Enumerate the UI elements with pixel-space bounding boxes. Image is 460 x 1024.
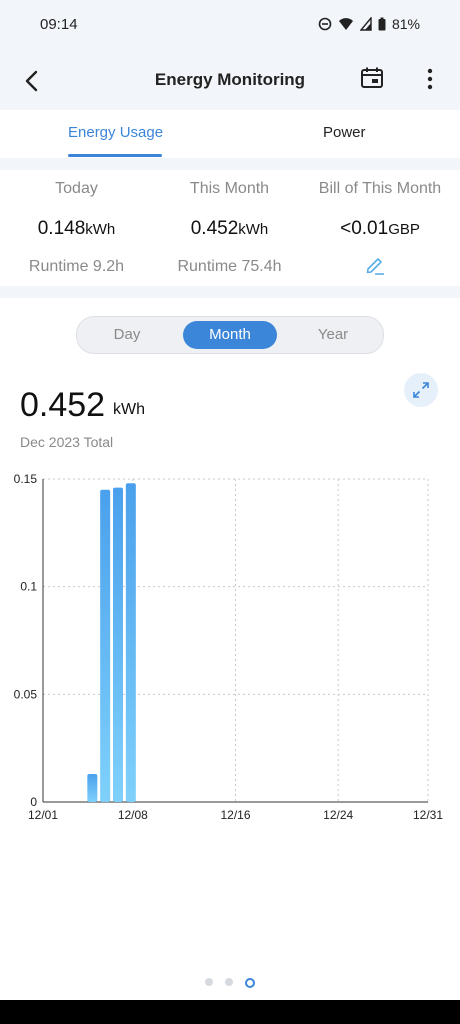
system-nav-bar (0, 1000, 460, 1024)
stat-month-label: This Month (189, 180, 270, 197)
stat-month-value: 0.452kWh (153, 218, 306, 240)
segment-year[interactable]: Year (317, 326, 349, 343)
total-value: 0.452 (20, 386, 106, 424)
tab-energy-usage[interactable]: Energy Usage (68, 124, 164, 141)
usage-stats: Today 0.148kWh Runtime 9.2h This Month 0… (0, 170, 460, 286)
period-selector: Day Month Year (76, 316, 384, 354)
stat-month-unit: kWh (238, 221, 269, 238)
page-title: Energy Monitoring (154, 70, 306, 89)
signal-icon (359, 17, 372, 31)
expand-chart-button[interactable] (404, 373, 438, 407)
page-indicator (0, 978, 460, 988)
more-vertical-icon (427, 68, 433, 90)
y-tick-label: 0 (30, 795, 37, 809)
bar (113, 487, 123, 802)
stat-today-number: 0.148 (37, 218, 86, 239)
total-unit: kWh (113, 401, 145, 418)
calendar-icon (361, 67, 383, 88)
tab-active-indicator (68, 154, 162, 157)
pencil-icon (366, 258, 384, 275)
bar (87, 774, 98, 802)
stat-today-value: 0.148kWh (0, 218, 153, 240)
battery-level: 81% (391, 16, 420, 32)
calendar-button[interactable] (360, 66, 388, 94)
edit-bill-button[interactable] (364, 254, 386, 276)
back-button[interactable] (14, 64, 48, 98)
stat-today-runtime: Runtime 9.2h (28, 258, 125, 275)
app-bar: Energy Monitoring (0, 52, 460, 110)
x-tick-label: 12/24 (323, 808, 353, 822)
x-tick-label: 12/01 (28, 808, 58, 822)
segment-day[interactable]: Day (113, 326, 141, 343)
bar (100, 489, 111, 802)
y-tick-label: 0.05 (14, 687, 38, 701)
wifi-icon (338, 18, 353, 30)
stat-month-runtime: Runtime 75.4h (177, 258, 282, 275)
stat-today-unit: kWh (85, 221, 116, 238)
status-bar: 09:14 81% (0, 0, 460, 52)
tab-power[interactable]: Power (323, 124, 366, 141)
x-tick-label: 12/16 (220, 808, 250, 822)
y-tick-label: 0.15 (14, 472, 38, 486)
more-button[interactable] (418, 66, 442, 96)
y-tick-label: 0.1 (20, 580, 37, 594)
section-divider (0, 286, 460, 298)
bar (125, 483, 136, 802)
total-label: Dec 2023 Total (20, 434, 114, 450)
page-dot[interactable] (225, 978, 233, 986)
segment-month[interactable]: Month (183, 321, 277, 349)
dnd-icon (318, 17, 332, 31)
section-divider (0, 158, 460, 170)
back-arrow-icon (25, 70, 38, 92)
page-dot[interactable] (205, 978, 213, 986)
stat-month-number: 0.452 (190, 218, 239, 239)
status-time: 09:14 (40, 16, 78, 33)
stat-bill-number: <0.01 (340, 218, 389, 239)
battery-icon (378, 17, 386, 31)
tab-bar: Energy Usage Power (0, 110, 460, 158)
stat-bill-unit: GBP (388, 221, 420, 238)
status-icons: 81% (318, 16, 420, 32)
stat-bill-label: Bill of This Month (318, 180, 442, 197)
stat-bill-value: <0.01GBP (300, 218, 460, 240)
energy-bar-chart: 0 0.05 0.1 0.15 12/01 12/08 12/16 12/24 12/31 (14, 472, 444, 822)
stat-today-label: Today (55, 180, 98, 197)
page-dot-active[interactable] (245, 978, 255, 988)
expand-icon (413, 382, 429, 398)
x-tick-label: 12/08 (118, 808, 148, 822)
x-tick-label: 12/31 (413, 808, 443, 822)
